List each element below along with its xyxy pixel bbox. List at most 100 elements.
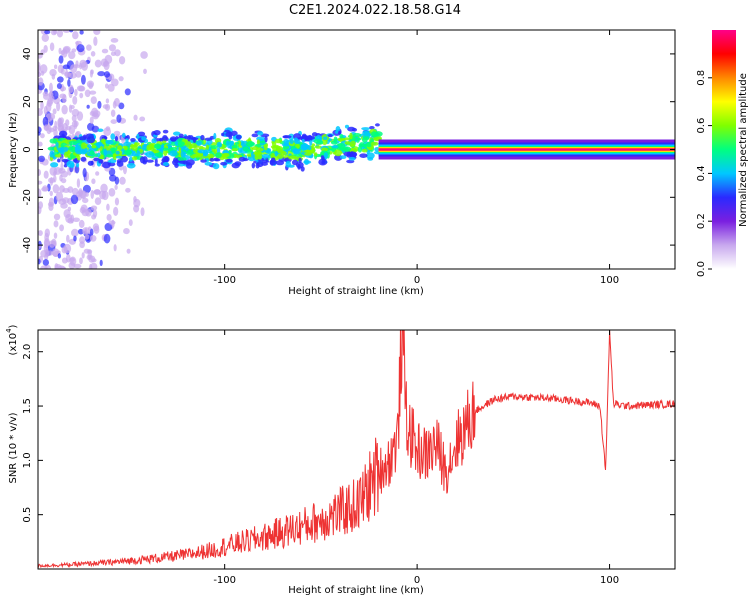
heatmap-cell (105, 98, 110, 104)
heatmap-cell (73, 263, 82, 269)
heatmap-cell (68, 51, 76, 60)
heatmap-cell (80, 204, 88, 213)
heatmap-cell (55, 191, 64, 202)
heatmap-cell (42, 259, 50, 266)
heatmap-cell (61, 158, 69, 163)
y-tick-label: 0 (22, 146, 33, 152)
colorbar: 0.0 0.2 0.4 0.6 0.8 Normalized spectral ampl… (696, 30, 749, 277)
heatmap-cell (146, 159, 154, 163)
heatmap-cell (64, 69, 69, 79)
heatmap-cell (110, 38, 119, 43)
colorbar-tick-label: 0.0 (696, 261, 707, 277)
heatmap-cell (53, 64, 58, 70)
heatmap-cell (62, 30, 71, 33)
heatmap-cell (76, 162, 80, 168)
heatmap-cell (66, 234, 70, 243)
heatmap-cell (242, 146, 249, 152)
heatmap-cell (75, 139, 83, 144)
heatmap-cell (118, 76, 124, 82)
heatmap-cell (113, 206, 119, 217)
heatmap-cell (235, 134, 242, 140)
heatmap-cell (76, 111, 84, 121)
heatmap-cell (226, 140, 230, 146)
heatmap-cell (126, 248, 131, 254)
heatmap-cell (52, 248, 60, 258)
heatmap-cell (78, 136, 87, 141)
heatmap-cell (256, 139, 260, 146)
heatmap-cell (101, 190, 109, 201)
heatmap-cell (68, 262, 76, 269)
heatmap-cell (163, 156, 169, 162)
heatmap-cell (75, 145, 81, 152)
heatmap-cell (154, 163, 160, 167)
heatmap-cell (115, 150, 120, 155)
snr-y-ticks: 0.5 1.0 1.5 2.0 (22, 344, 675, 523)
heatmap-cell (238, 156, 246, 162)
heatmap-cell (50, 162, 59, 168)
heatmap-cell (353, 137, 362, 141)
heatmap-cell (142, 156, 148, 163)
heatmap-cell (58, 47, 62, 55)
heatmap-cell (111, 147, 115, 155)
heatmap-cell (257, 131, 264, 136)
heatmap-cell (98, 159, 103, 164)
heatmap-cell (94, 197, 102, 206)
heatmap-cell (133, 114, 138, 121)
heatmap-cell (81, 74, 86, 85)
heatmap-cell (275, 160, 285, 166)
heatmap-cell (264, 135, 268, 143)
heatmap-cell (79, 241, 85, 249)
heatmap-cell (337, 137, 345, 142)
heatmap-cell (197, 149, 206, 154)
heatmap-cell (114, 197, 120, 206)
heatmap-cell (79, 257, 83, 265)
heatmap-cell (104, 222, 113, 232)
heatmap-cell (93, 189, 101, 195)
heatmap-cell (228, 141, 234, 145)
heatmap-cell (346, 151, 351, 158)
heatmap-cell (38, 188, 42, 199)
heatmap-cell (114, 184, 118, 190)
heatmap-cell (177, 156, 187, 162)
heatmap-cell (200, 159, 207, 163)
colorbar-tick-label: 0.4 (696, 165, 707, 181)
heatmap-cell (43, 170, 49, 179)
heatmap-cell (90, 262, 98, 269)
heatmap-cell (103, 148, 108, 156)
heatmap-cell (105, 154, 114, 158)
y-tick-label: 1.0 (22, 452, 33, 468)
heatmap-cell (48, 197, 54, 206)
heatmap-cell (153, 130, 161, 136)
heatmap-cell (93, 30, 101, 35)
heatmap-cell (196, 140, 202, 146)
heatmap-cell (89, 150, 95, 156)
heatmap-cell (89, 90, 97, 95)
heatmap-cell (112, 153, 117, 160)
heatmap-cell (188, 144, 193, 149)
heatmap-cell (251, 146, 259, 151)
x-tick-label: 100 (600, 275, 619, 286)
heatmap-cell (117, 145, 123, 151)
heatmap-cell (86, 104, 90, 109)
heatmap-cell (101, 48, 109, 54)
heatmap-cell (55, 141, 59, 148)
heatmap-cell (250, 151, 255, 158)
heatmap-cell (42, 185, 48, 192)
heatmap-cell (57, 64, 64, 74)
heatmap-cell (97, 128, 104, 133)
heatmap-cell (95, 171, 100, 176)
heatmap-cell (113, 244, 117, 252)
heatmap-cell (38, 53, 43, 59)
heatmap-cell (104, 71, 111, 78)
heatmap-cell (333, 136, 338, 142)
heatmap-cell (311, 150, 315, 154)
heatmap-cell (118, 55, 126, 65)
heatmap-cell (79, 59, 87, 68)
heatmap-cell (75, 60, 79, 67)
heatmap-cell (49, 68, 57, 77)
heatmap-cell (49, 95, 55, 101)
x-tick-label: 100 (600, 575, 619, 586)
heatmap-cell (57, 158, 61, 163)
heatmap-cell (339, 155, 347, 160)
y-tick-label: -20 (22, 189, 33, 205)
